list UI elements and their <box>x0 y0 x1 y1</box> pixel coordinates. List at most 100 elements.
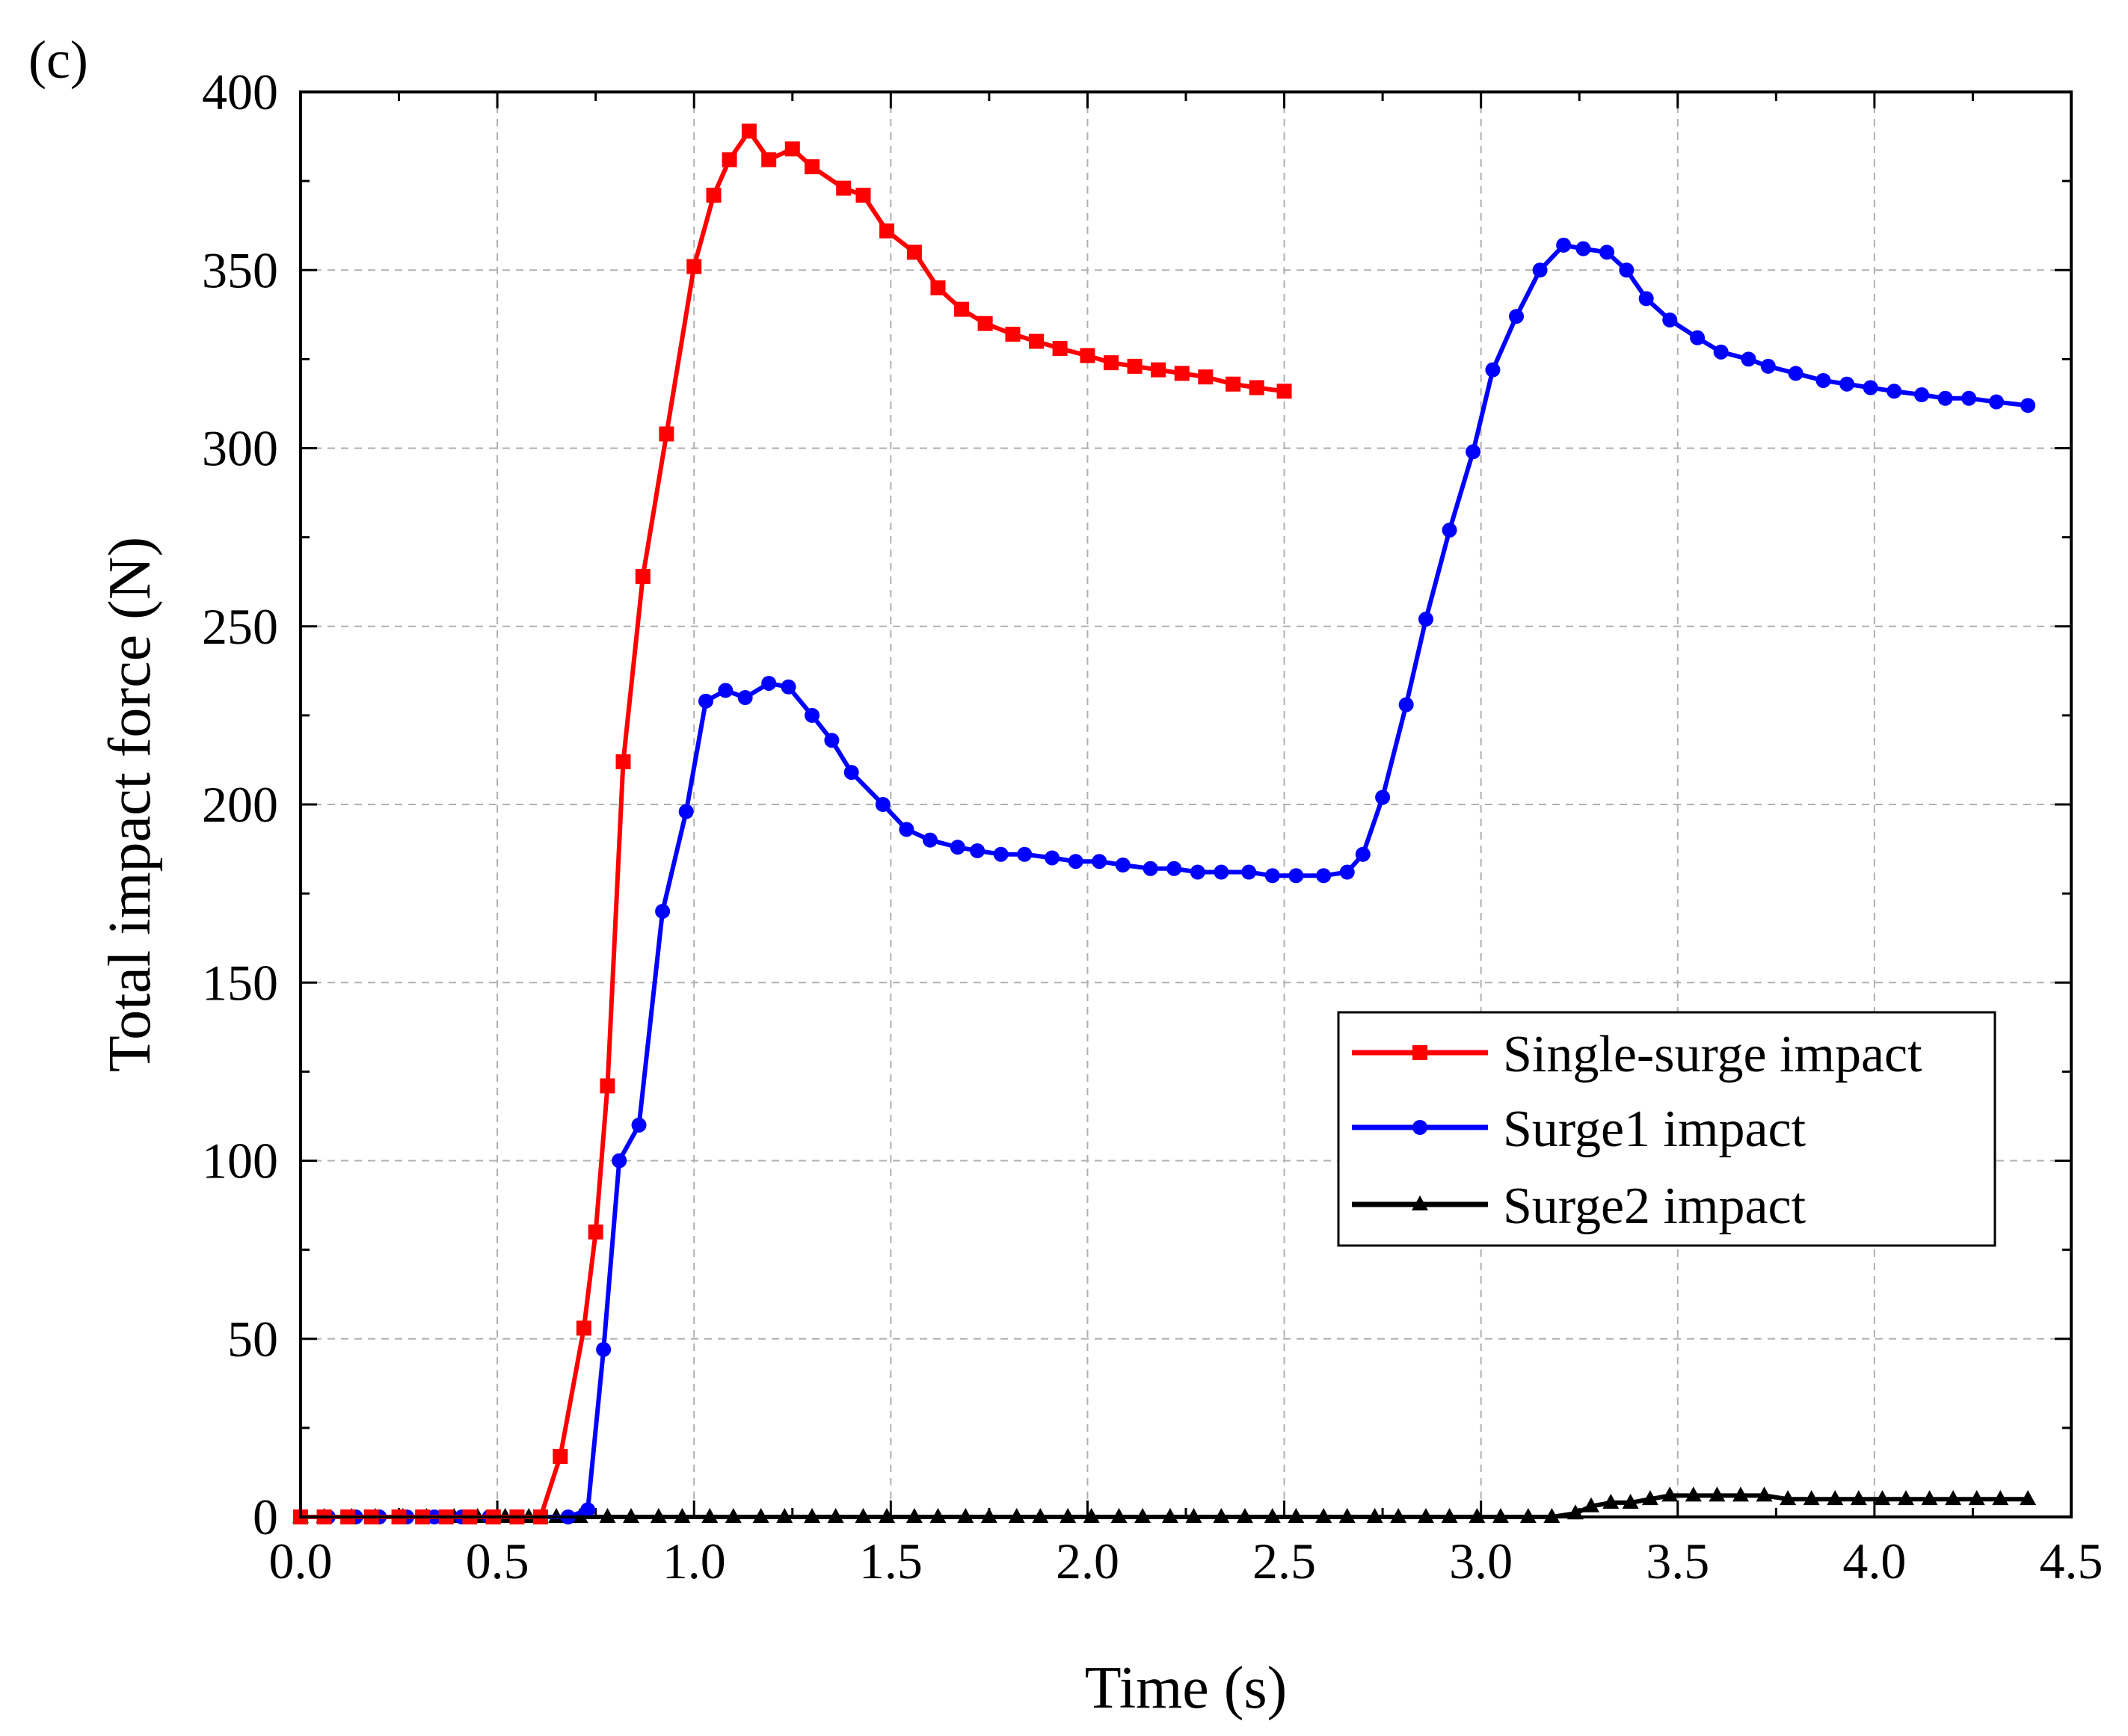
data-point-surge1 <box>1442 523 1457 538</box>
legend-label-single-surge: Single-surge impact <box>1503 1026 1922 1083</box>
x-tick-label: 0.0 <box>269 1533 333 1589</box>
data-point-single-surge <box>722 152 737 167</box>
data-point-single-surge <box>576 1320 591 1336</box>
data-point-surge1 <box>1288 868 1304 884</box>
x-axis-label: Time (s) <box>1085 1655 1287 1721</box>
data-point-surge2 <box>1921 1490 1938 1506</box>
data-point-single-surge <box>1249 380 1264 395</box>
data-point-surge1 <box>1532 262 1548 278</box>
data-point-single-surge <box>784 141 800 157</box>
data-point-surge1 <box>843 765 859 781</box>
data-point-single-surge <box>635 569 651 585</box>
data-point-surge2 <box>1622 1493 1639 1509</box>
x-tick-label: 4.0 <box>1842 1533 1906 1589</box>
y-tick-label: 250 <box>202 598 278 655</box>
data-point-surge1 <box>1619 262 1635 278</box>
data-point-surge1 <box>1045 850 1060 866</box>
data-point-surge1 <box>698 693 714 709</box>
data-point-surge1 <box>1638 291 1654 307</box>
data-point-surge1 <box>631 1117 647 1133</box>
data-point-surge1 <box>1017 846 1033 862</box>
data-point-single-surge <box>954 301 970 317</box>
panel-label: (c) <box>28 30 88 90</box>
data-point-surge1 <box>875 797 891 812</box>
data-point-surge2 <box>1756 1486 1773 1502</box>
data-point-single-surge <box>686 259 702 274</box>
x-tick-label: 3.0 <box>1449 1533 1513 1589</box>
data-point-surge1 <box>2020 398 2036 413</box>
data-point-surge1 <box>1214 864 1229 880</box>
data-point-surge2 <box>1641 1490 1658 1506</box>
x-tick-label: 1.0 <box>662 1533 726 1589</box>
data-point-surge1 <box>781 679 796 695</box>
y-tick-label: 400 <box>202 64 278 120</box>
x-tick-labels: 0.0 0.5 1.0 1.5 2.0 2.5 3.0 3.5 4.0 4.5 <box>269 1533 2103 1589</box>
data-point-surge1 <box>1863 380 1878 395</box>
data-point-single-surge <box>805 159 820 175</box>
x-tick-label: 0.5 <box>466 1533 529 1589</box>
x-tick-label: 2.5 <box>1252 1533 1316 1589</box>
data-point-surge2 <box>1874 1490 1891 1506</box>
y-tick-label: 100 <box>202 1133 278 1189</box>
data-point-surge1 <box>1886 384 1902 399</box>
data-point-single-surge <box>879 223 895 238</box>
data-point-single-surge <box>1052 341 1068 357</box>
data-point-single-surge <box>1198 369 1214 385</box>
data-point-surge1 <box>1166 861 1182 876</box>
data-point-surge1 <box>805 707 820 723</box>
data-point-single-surge <box>588 1224 603 1240</box>
data-point-single-surge <box>977 316 993 331</box>
data-point-single-surge <box>761 152 777 167</box>
data-point-surge1 <box>1556 237 1572 253</box>
data-point-surge2 <box>1685 1486 1702 1502</box>
data-point-surge1 <box>737 690 753 706</box>
y-axis-label: Total impact force (N) <box>97 537 163 1072</box>
data-point-surge2 <box>1583 1497 1600 1512</box>
data-point-surge1 <box>1690 330 1706 345</box>
data-point-surge1 <box>1092 854 1107 869</box>
data-point-single-surge <box>1276 384 1292 399</box>
data-point-single-surge <box>741 123 757 139</box>
data-point-surge1 <box>1662 312 1678 327</box>
data-point-surge1 <box>1839 376 1855 392</box>
data-point-surge1 <box>655 903 671 919</box>
x-tick-label: 4.5 <box>2040 1533 2103 1589</box>
data-point-surge2 <box>1968 1490 1985 1506</box>
data-point-surge2 <box>1661 1486 1679 1502</box>
legend-marker-surge2 <box>1412 1195 1428 1210</box>
data-point-single-surge <box>1080 348 1095 363</box>
data-point-single-surge <box>1005 327 1021 342</box>
data-point-surge1 <box>1355 846 1371 862</box>
data-point-surge1 <box>612 1153 627 1169</box>
data-point-single-surge <box>1226 376 1241 392</box>
data-point-surge1 <box>596 1342 612 1358</box>
y-tick-label: 350 <box>202 241 278 298</box>
legend: Single-surge impact Surge1 impact Surge2… <box>1337 1011 1996 1247</box>
data-point-surge1 <box>1115 858 1131 873</box>
data-point-surge1 <box>1599 244 1615 260</box>
data-point-surge1 <box>1316 868 1332 884</box>
data-point-single-surge <box>906 244 922 260</box>
data-point-single-surge <box>1104 355 1119 371</box>
data-point-surge1 <box>1418 612 1433 627</box>
data-point-surge1 <box>1914 387 1930 403</box>
data-point-surge1 <box>824 733 840 748</box>
y-tick-label: 0 <box>253 1489 278 1545</box>
data-point-surge1 <box>1713 344 1729 360</box>
legend-samples <box>1352 1045 1488 1210</box>
data-point-surge1 <box>970 843 985 858</box>
data-point-single-surge <box>615 754 631 769</box>
data-point-surge1 <box>1575 241 1591 256</box>
data-point-single-surge <box>1127 358 1143 374</box>
data-point-surge2 <box>1850 1490 1867 1506</box>
data-point-surge2 <box>1827 1490 1844 1506</box>
data-point-single-surge <box>930 280 946 296</box>
data-point-surge2 <box>2020 1490 2037 1506</box>
data-point-single-surge <box>1151 362 1166 378</box>
y-tick-label: 300 <box>202 420 278 477</box>
data-point-single-surge <box>1029 333 1045 349</box>
data-point-surge1 <box>1375 789 1391 805</box>
data-point-surge1 <box>1241 864 1257 880</box>
